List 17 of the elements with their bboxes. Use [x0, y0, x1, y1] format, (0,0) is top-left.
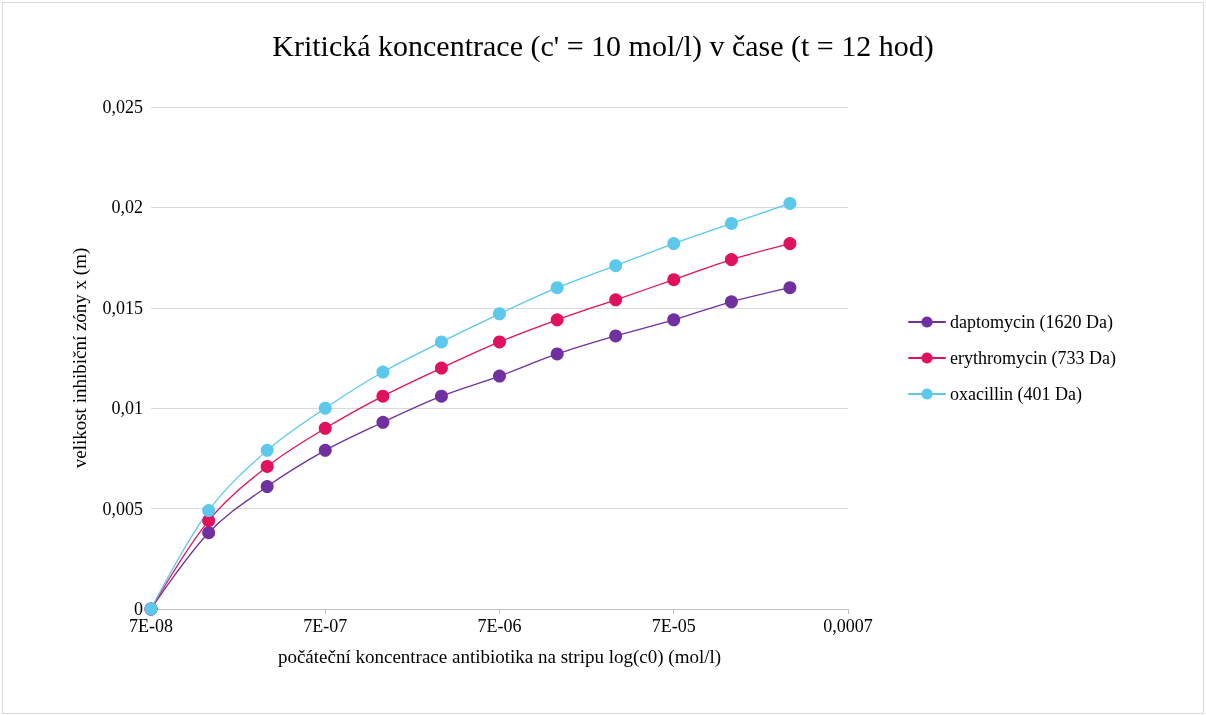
y-tick-label: 0,015 [102, 297, 143, 318]
x-tick-label: 7E-08 [129, 616, 173, 636]
x-axis-title: počáteční koncentrace antibiotika na stripu log(c0) (mol/l) [277, 646, 722, 668]
legend-label: erythromycin (733 Da) [950, 348, 1116, 369]
y-tick-label: 0 [134, 599, 143, 619]
x-tick-label: 0,0007 [823, 616, 873, 636]
y-axis-title: velikost inhibiční zóny x (m) [69, 247, 91, 469]
legend-label: daptomycin (1620 Da) [950, 312, 1113, 333]
legend-label: oxacillin (401 Da) [950, 384, 1082, 405]
y-tick-label: 0,02 [111, 197, 143, 218]
x-tick-label: 7E-06 [477, 616, 522, 636]
y-tick-label: 0,01 [111, 398, 143, 419]
x-tick-label: 7E-07 [303, 616, 348, 636]
x-tick-label: 7E-05 [651, 616, 696, 636]
y-tick-label: 0,025 [102, 97, 143, 117]
y-tick-label: 0,005 [102, 498, 143, 519]
chart-title: Kritická koncentrace (c' = 10 mol/l) v čase (t = 12 hod) [272, 28, 934, 63]
